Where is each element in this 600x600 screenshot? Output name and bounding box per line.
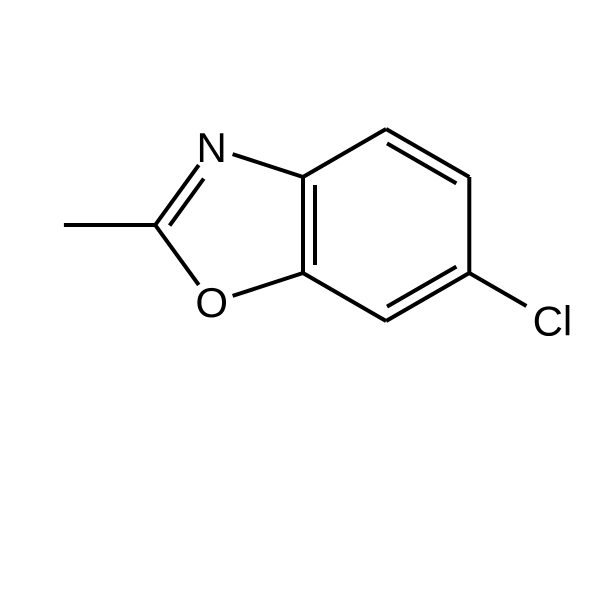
bond-line xyxy=(386,129,469,177)
bond-line xyxy=(155,225,199,285)
bond-line xyxy=(170,179,204,226)
bond-line xyxy=(303,129,386,177)
bond-line xyxy=(233,273,303,296)
bond-line xyxy=(469,273,526,306)
bond-line xyxy=(233,154,303,177)
atom-label-n: N xyxy=(197,124,227,171)
molecule-canvas: N O Cl xyxy=(0,0,600,600)
atom-label-cl: Cl xyxy=(533,298,573,345)
atom-label-o: O xyxy=(195,279,228,326)
bond-line xyxy=(386,273,469,321)
bond-line xyxy=(303,273,386,321)
